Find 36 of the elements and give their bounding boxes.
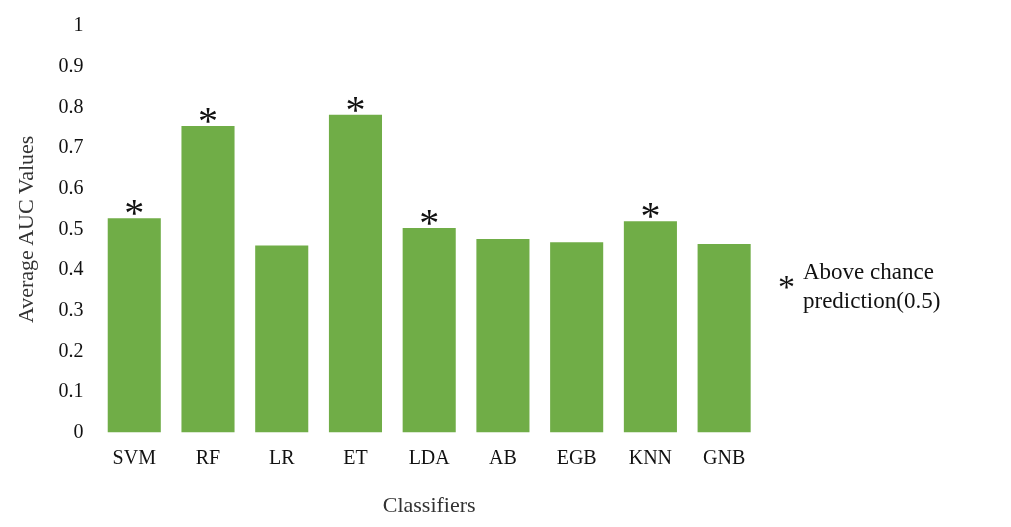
- x-tick-label: RF: [195, 445, 221, 468]
- bar: [550, 242, 604, 433]
- x-tick-label: LDA: [408, 445, 451, 468]
- x-tick-label: SVM: [112, 445, 157, 468]
- y-tick-label: 0.7: [58, 135, 84, 158]
- bar: [181, 126, 235, 433]
- annotation: *: [198, 98, 218, 144]
- x-tick-label: LR: [268, 445, 296, 468]
- x-tick-label: ET: [343, 445, 368, 468]
- x-axis-title: Classifiers: [382, 491, 476, 517]
- annotation: *: [640, 193, 661, 239]
- x-tick-label: GNB: [703, 445, 746, 468]
- bar: [697, 243, 751, 433]
- annotation: *: [124, 190, 145, 236]
- y-tick-label: 0.9: [58, 53, 84, 76]
- bar: [402, 228, 456, 433]
- x-tick-label: EGB: [556, 445, 597, 468]
- bar: [255, 245, 309, 433]
- bar: [623, 221, 677, 433]
- y-axis-title: Average AUC Values: [12, 135, 38, 323]
- x-tick-label: AB: [489, 445, 517, 468]
- bar: [476, 239, 530, 433]
- y-tick-label: 0.5: [58, 216, 84, 239]
- y-tick-label: 0.4: [58, 257, 84, 280]
- x-tick-label: KNN: [628, 445, 673, 468]
- annotation: *: [419, 200, 440, 246]
- bar: [328, 114, 383, 433]
- y-tick-label: 0.6: [58, 175, 84, 198]
- y-tick-label: 0: [73, 419, 84, 442]
- y-tick-label: 0.2: [58, 338, 84, 361]
- y-tick-label: 0.8: [58, 94, 84, 117]
- y-tick-label: 0.3: [58, 297, 84, 320]
- annotation: *: [345, 86, 366, 132]
- bar: [107, 218, 161, 433]
- y-tick-label: 0.1: [58, 379, 84, 402]
- y-tick-label: 1: [73, 13, 84, 36]
